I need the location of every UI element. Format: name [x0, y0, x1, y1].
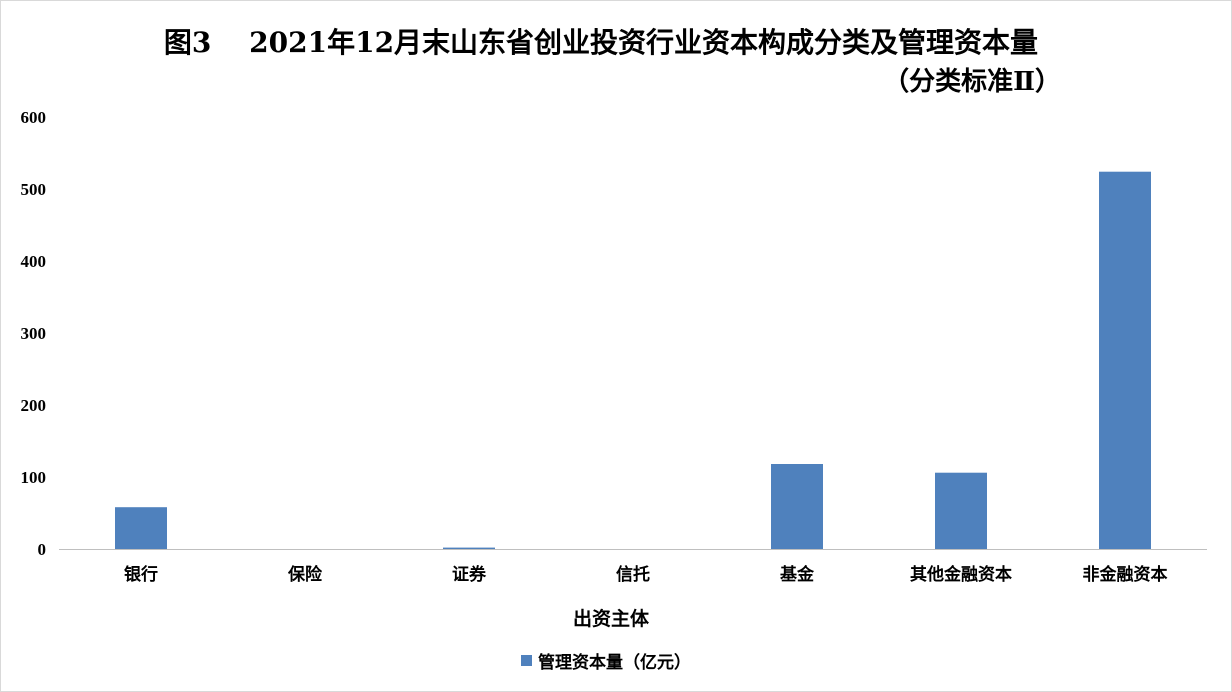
- chart-subtitle: （分类标准Ⅱ）: [883, 67, 1061, 97]
- legend-label: 管理资本量（亿元）: [538, 652, 691, 673]
- y-tick-label: 100: [21, 468, 47, 487]
- y-tick-label: 0: [38, 540, 47, 559]
- bars: [115, 171, 1151, 549]
- bar-2: [443, 547, 495, 549]
- legend-swatch: [521, 654, 532, 666]
- bar-5: [935, 472, 987, 549]
- x-tick-label: 信托: [616, 564, 650, 585]
- y-tick-label: 500: [21, 180, 47, 199]
- x-tick-label: 银行: [124, 564, 158, 585]
- legend: 管理资本量（亿元）: [521, 649, 691, 673]
- x-tick-label: 非金融资本: [1083, 564, 1168, 585]
- x-tick-label: 基金: [779, 564, 815, 585]
- x-axis-ticks: 银行 保险 证券 信托 基金 其他金融资本 非金融资本: [124, 564, 1168, 585]
- chart-title: 图3 2021年12月末山东省创业投资行业资本构成分类及管理资本量: [163, 26, 1039, 59]
- x-axis-title: 出资主体: [572, 608, 649, 630]
- y-tick-label: 300: [21, 324, 47, 343]
- x-tick-label: 保险: [287, 564, 323, 585]
- y-tick-label: 600: [21, 108, 47, 127]
- y-tick-label: 400: [21, 252, 47, 271]
- bar-chart-plot: 0 100 200 300 400 500 600 银行 保险 证券 信托 基金 其他金融资本 非金融资…: [21, 108, 1207, 585]
- y-tick-label: 200: [21, 396, 47, 415]
- y-axis-ticks: 0 100 200 300 400 500 600: [21, 108, 47, 559]
- bar-6: [1099, 171, 1151, 549]
- x-tick-label: 其他金融资本: [910, 564, 1012, 585]
- bar-0: [115, 507, 167, 549]
- x-tick-label: 证券: [452, 564, 487, 585]
- bar-4: [771, 464, 823, 549]
